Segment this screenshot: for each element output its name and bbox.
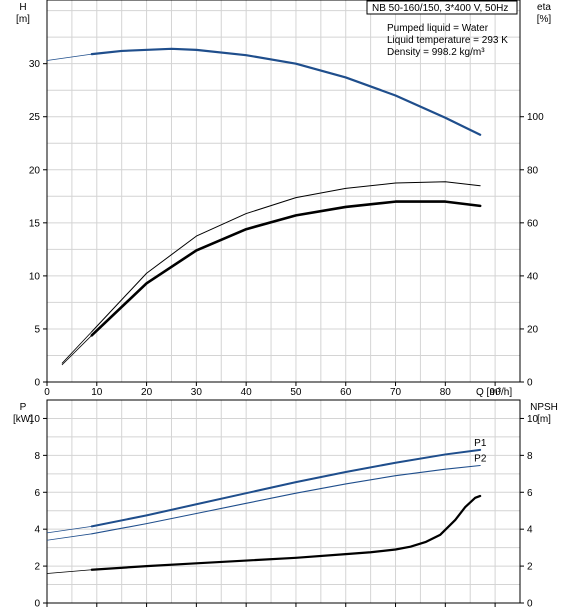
series-lead-top-1 (61, 331, 93, 364)
y-left-tick-label: 4 (34, 525, 40, 536)
series-line-top-2 (90, 200, 482, 337)
series-line-bottom-2 (90, 494, 482, 571)
y-left-tick-label: 0 (34, 378, 40, 389)
y-left-axis-unit: [m] (16, 14, 30, 25)
y-left-tick-label: 25 (29, 112, 41, 123)
y-left-axis-label: P (20, 402, 27, 413)
y-right-axis-unit: [m] (537, 414, 551, 425)
info-line-3: Density = 998.2 kg/m³ (387, 47, 485, 58)
y-right-tick-label: 10 (527, 414, 539, 425)
series-line-bottom-1 (91, 464, 481, 535)
y-left-tick-label: 5 (34, 324, 40, 335)
y-left-tick-label: 2 (34, 562, 40, 573)
y-left-tick-label: 20 (29, 165, 41, 176)
x-tick-label: 30 (191, 387, 203, 398)
x-tick-label: 70 (390, 387, 402, 398)
y-right-tick-label: 100 (527, 112, 544, 123)
y-left-tick-label: 10 (29, 414, 41, 425)
series-line-top-0 (90, 47, 482, 136)
y-right-axis-label: eta (537, 2, 551, 13)
y-left-tick-label: 8 (34, 451, 40, 462)
series-label-p2: P2 (474, 454, 487, 465)
series-lead-top-0 (46, 53, 92, 61)
x-tick-label: 50 (290, 387, 302, 398)
info-line-2: Liquid temperature = 293 K (387, 35, 508, 46)
x-tick-label: 80 (440, 387, 452, 398)
y-left-axis-unit: [kW] (13, 414, 33, 425)
y-left-tick-label: 6 (34, 488, 40, 499)
y-left-tick-label: 10 (29, 271, 41, 282)
y-right-tick-label: 20 (527, 324, 539, 335)
x-tick-label: 10 (91, 387, 103, 398)
plot-frame-top (46, 0, 521, 383)
plot-area-bottom (47, 400, 520, 603)
y-right-tick-label: 60 (527, 218, 539, 229)
y-right-tick-label: 0 (527, 599, 533, 610)
series-lead-bottom-1 (46, 533, 92, 541)
x-tick-label: 0 (44, 387, 50, 398)
info-box: NB 50-160/150, 3*400 V, 50Hz Pumped liqu… (366, 0, 518, 58)
series-lead-top-2 (61, 335, 93, 366)
series-lead-bottom-2 (46, 569, 92, 574)
series-lead-bottom-0 (46, 526, 92, 534)
pump-title: NB 50-160/150, 3*400 V, 50Hz (372, 3, 508, 14)
y-right-axis-unit: [%] (537, 14, 552, 25)
series-label-p1: P1 (474, 438, 487, 449)
y-left-tick-label: 30 (29, 59, 41, 70)
y-right-tick-label: 80 (527, 165, 539, 176)
series-line-top-1 (91, 181, 481, 333)
y-left-tick-label: 0 (34, 599, 40, 610)
y-right-tick-label: 2 (527, 562, 533, 573)
plot-frame-bottom (46, 399, 521, 604)
y-right-tick-label: 6 (527, 488, 533, 499)
x-tick-label: 90 (490, 387, 502, 398)
x-axis-label: Q [m³/h] (476, 387, 512, 398)
y-right-tick-label: 8 (527, 451, 533, 462)
y-right-tick-label: 40 (527, 271, 539, 282)
series-line-bottom-0 (90, 448, 482, 528)
x-tick-label: 40 (241, 387, 253, 398)
y-right-tick-label: 0 (527, 378, 533, 389)
info-line-1: Pumped liquid = Water (387, 23, 489, 34)
y-left-tick-label: 15 (29, 218, 41, 229)
y-left-axis-label: H (19, 2, 26, 13)
x-tick-label: 60 (340, 387, 352, 398)
y-right-tick-label: 4 (527, 525, 533, 536)
y-right-axis-label: NPSH (530, 402, 558, 413)
top-panel: 0 5 10 15 20 25 30 0 20 40 60 80 100 0 10 20 30 40 50 60 70 8… (16, 0, 551, 398)
x-tick-label: 20 (141, 387, 153, 398)
